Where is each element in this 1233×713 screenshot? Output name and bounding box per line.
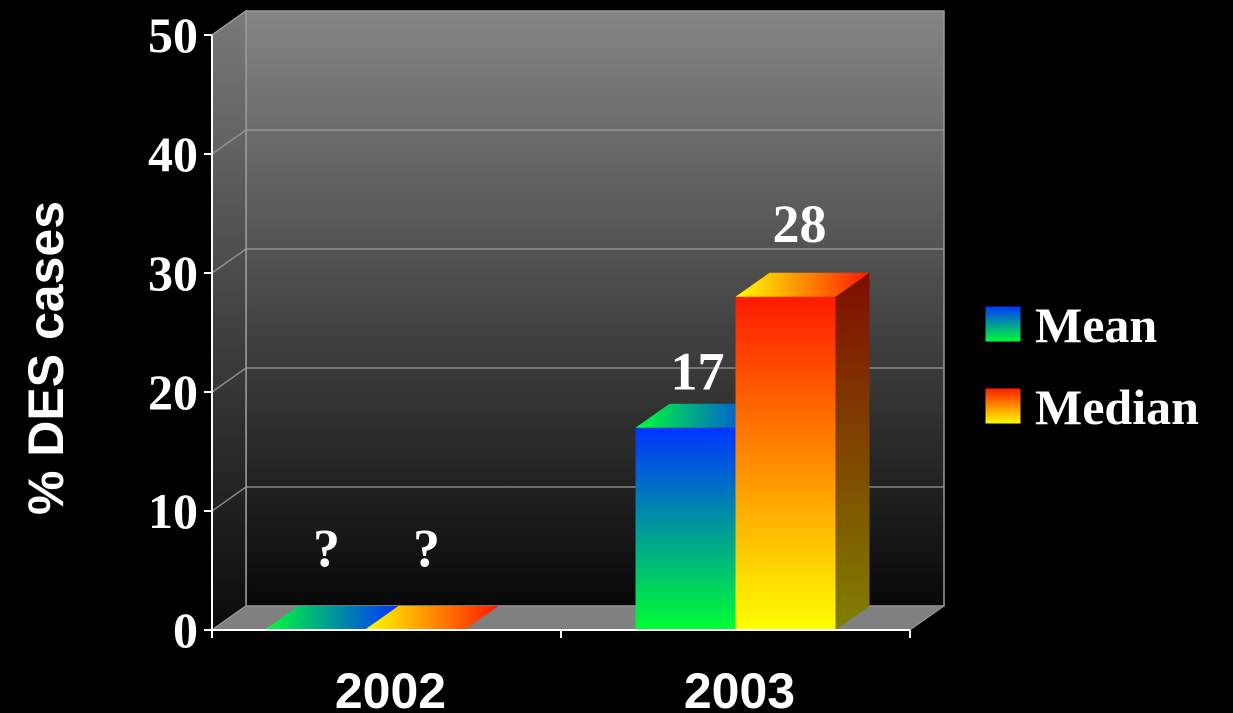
y-tick-label: 30 xyxy=(148,245,198,301)
data-label: 28 xyxy=(773,194,827,254)
y-tick-label: 10 xyxy=(148,483,198,539)
bar-mean-2003 xyxy=(635,427,736,630)
bar-top xyxy=(735,272,870,297)
plot-side-wall xyxy=(211,9,247,632)
gridline xyxy=(211,129,944,155)
y-tick-label: 40 xyxy=(148,126,198,182)
legend-swatch-median xyxy=(984,387,1022,425)
y-axis-title: % DES cases xyxy=(18,201,74,515)
x-category-label: 2002 xyxy=(335,663,446,713)
bar-top xyxy=(364,606,499,630)
legend-label-median: Median xyxy=(1035,379,1199,435)
legend-swatch-mean xyxy=(984,305,1022,343)
data-label: ? xyxy=(313,518,340,578)
bar-median-2003 xyxy=(735,296,836,630)
y-tick-label: 50 xyxy=(148,7,198,63)
bar-top xyxy=(264,606,399,630)
gridline xyxy=(211,248,944,274)
data-label: 17 xyxy=(671,342,725,402)
y-tick-label: 20 xyxy=(148,364,198,420)
gridline xyxy=(211,367,944,393)
x-category-label: 2003 xyxy=(684,663,795,713)
data-label: ? xyxy=(413,518,440,578)
y-tick-label: 0 xyxy=(173,602,198,658)
legend-label-mean: Mean xyxy=(1035,297,1157,353)
bar-side xyxy=(835,272,870,630)
